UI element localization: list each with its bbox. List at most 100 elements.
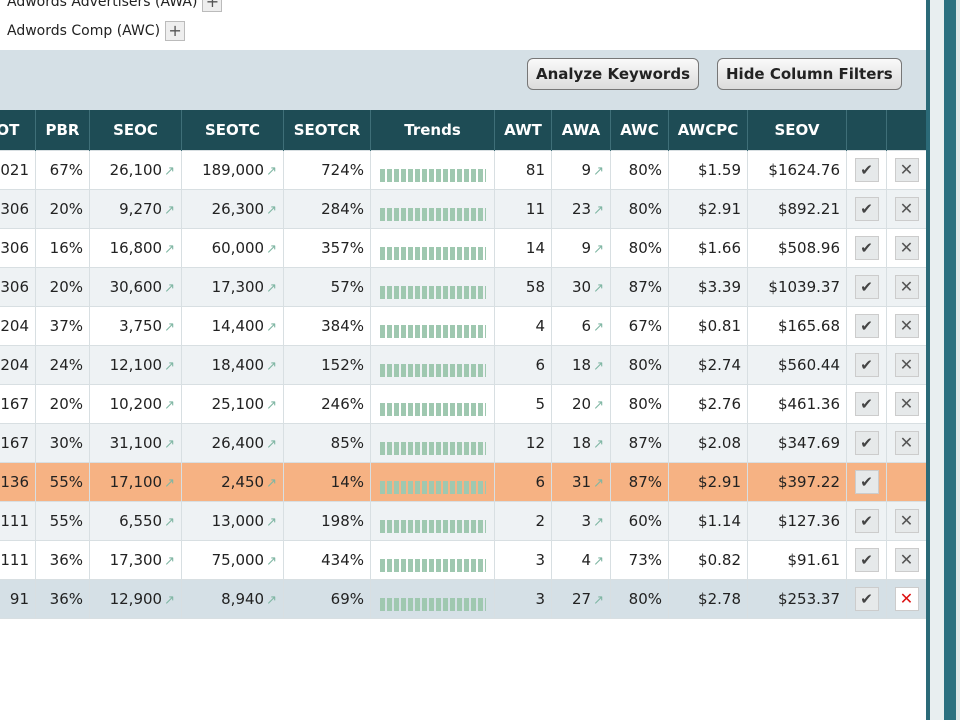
- approve-button[interactable]: ✔: [854, 431, 879, 455]
- table-cell: 80%: [610, 579, 669, 619]
- table-cell: 204: [0, 345, 36, 385]
- cell-value: 021: [0, 161, 29, 179]
- table-cell: 2,450: [181, 462, 284, 502]
- remove-button[interactable]: ✕: [894, 275, 919, 299]
- table-cell: 17,300: [89, 540, 182, 580]
- remove-button[interactable]: ✕: [894, 509, 919, 533]
- table-cell: 58: [494, 267, 552, 307]
- table-cell: $165.68: [747, 306, 847, 346]
- check-cell: ✔: [846, 579, 887, 619]
- table-cell: 87%: [610, 423, 669, 463]
- cell-value: 69%: [330, 590, 364, 608]
- cell-value: 24%: [49, 356, 83, 374]
- table-cell: $3.39: [668, 267, 748, 307]
- cell-value: $165.68: [777, 317, 840, 335]
- approve-button[interactable]: ✔: [854, 197, 879, 221]
- filter-item: Adwords Comp (AWC) +: [7, 21, 186, 41]
- trend-cell: [370, 540, 495, 580]
- remove-cell: ✕: [886, 228, 927, 268]
- cell-value: 4: [535, 317, 545, 335]
- remove-button[interactable]: ✕: [894, 158, 919, 182]
- cell-value: 14,400: [212, 317, 277, 335]
- table-row: 306 16% 16,800 60,000 357% 14 9 80% $1.66 $508.96…: [0, 228, 927, 268]
- cell-value: 80%: [628, 239, 662, 257]
- hide-filters-button[interactable]: Hide Column Filters: [717, 58, 902, 90]
- cell-value: $508.96: [777, 239, 840, 257]
- approve-button[interactable]: ✔: [854, 275, 879, 299]
- approve-button[interactable]: ✔: [854, 236, 879, 260]
- cell-value: $560.44: [777, 356, 840, 374]
- table-cell: 3: [494, 579, 552, 619]
- remove-button[interactable]: ✕: [894, 548, 919, 572]
- approve-button[interactable]: ✔: [854, 587, 879, 611]
- remove-button[interactable]: ✕: [894, 587, 919, 611]
- table-cell: 67%: [610, 306, 669, 346]
- cell-value: 87%: [628, 473, 662, 491]
- add-button[interactable]: +: [165, 21, 186, 41]
- scrollbar[interactable]: [944, 0, 956, 720]
- table-cell: 17,300: [181, 267, 284, 307]
- table-cell: 85%: [283, 423, 371, 463]
- cell-value: 30%: [49, 434, 83, 452]
- remove-button[interactable]: ✕: [894, 392, 919, 416]
- cell-value: 306: [0, 239, 29, 257]
- cell-value: 6,550: [119, 512, 175, 530]
- sparkline: [379, 197, 486, 221]
- approve-button[interactable]: ✔: [854, 314, 879, 338]
- cell-value: 37%: [49, 317, 83, 335]
- remove-button[interactable]: ✕: [894, 314, 919, 338]
- table-cell: 69%: [283, 579, 371, 619]
- cell-value: 724%: [321, 161, 364, 179]
- cell-value: 80%: [628, 200, 662, 218]
- approve-button[interactable]: ✔: [854, 353, 879, 377]
- table-cell: 27: [551, 579, 611, 619]
- table-row: 167 30% 31,100 26,400 85% 12 18 87% $2.08 $347.69…: [0, 423, 927, 463]
- table-row: 204 24% 12,100 18,400 152% 6 18 80% $2.74 $560.44…: [0, 345, 927, 385]
- table-cell: 37%: [35, 306, 90, 346]
- cell-value: 30,600: [110, 278, 175, 296]
- cell-value: $1624.76: [768, 161, 840, 179]
- cell-value: 55%: [49, 512, 83, 530]
- cell-value: 67%: [49, 161, 83, 179]
- cell-value: 20: [572, 395, 604, 413]
- cell-value: 85%: [330, 434, 364, 452]
- table-cell: 198%: [283, 501, 371, 541]
- cell-value: 6: [535, 356, 545, 374]
- table-cell: 306: [0, 228, 36, 268]
- approve-button[interactable]: ✔: [854, 158, 879, 182]
- table-cell: 6: [494, 462, 552, 502]
- table-cell: 81: [494, 150, 552, 190]
- trend-cell: [370, 228, 495, 268]
- cell-value: 17,300: [110, 551, 175, 569]
- cell-value: $3.39: [698, 278, 741, 296]
- cell-value: 20%: [49, 200, 83, 218]
- table-cell: $508.96: [747, 228, 847, 268]
- remove-button[interactable]: ✕: [894, 236, 919, 260]
- cell-value: 3,750: [119, 317, 175, 335]
- cell-value: 246%: [321, 395, 364, 413]
- approve-button[interactable]: ✔: [854, 392, 879, 416]
- sparkline: [379, 236, 486, 260]
- approve-button[interactable]: ✔: [854, 470, 879, 494]
- approve-button[interactable]: ✔: [854, 509, 879, 533]
- frame-edge: [926, 0, 930, 720]
- sparkline: [379, 275, 486, 299]
- remove-button[interactable]: ✕: [894, 431, 919, 455]
- add-button[interactable]: +: [202, 0, 223, 12]
- toolbar: Analyze Keywords Hide Column Filters: [0, 50, 926, 110]
- table-cell: 13,000: [181, 501, 284, 541]
- cell-value: 57%: [330, 278, 364, 296]
- remove-cell: ✕: [886, 384, 927, 424]
- table-cell: $347.69: [747, 423, 847, 463]
- cell-value: $1.14: [698, 512, 741, 530]
- table-row: 167 20% 10,200 25,100 246% 5 20 80% $2.76 $461.36…: [0, 384, 927, 424]
- table-cell: $461.36: [747, 384, 847, 424]
- table-cell: 18: [551, 423, 611, 463]
- table-cell: 67%: [35, 150, 90, 190]
- cell-value: 16%: [49, 239, 83, 257]
- analyze-button[interactable]: Analyze Keywords: [527, 58, 699, 90]
- remove-button[interactable]: ✕: [894, 197, 919, 221]
- remove-button[interactable]: ✕: [894, 353, 919, 377]
- trend-cell: [370, 306, 495, 346]
- approve-button[interactable]: ✔: [854, 548, 879, 572]
